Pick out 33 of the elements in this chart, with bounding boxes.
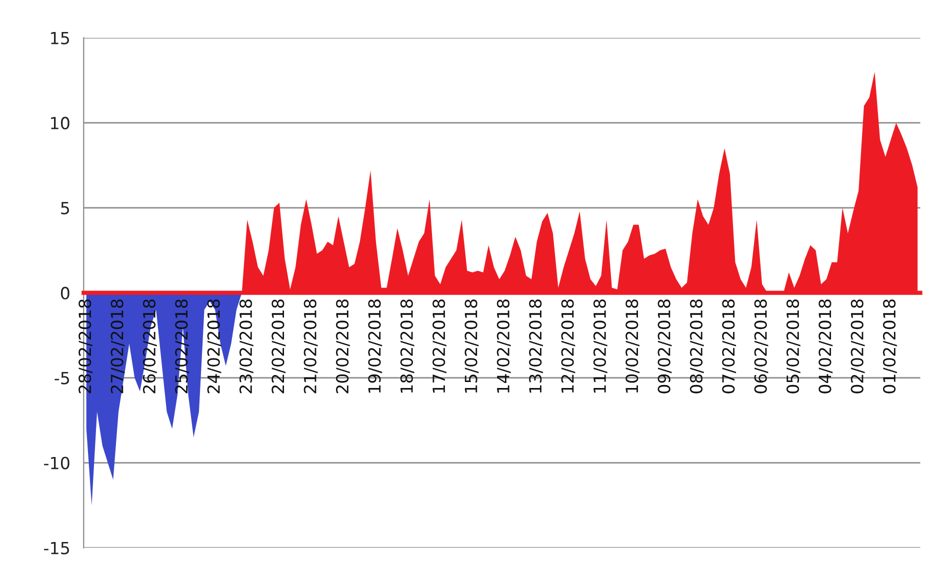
x-tick-label: 26/02/2018 bbox=[142, 300, 157, 394]
y-tick-label: 0 bbox=[60, 286, 70, 300]
x-tick-label: 18/02/2018 bbox=[400, 300, 414, 393]
x-tick-label: 24/02/2018 bbox=[207, 300, 222, 394]
x-tick-label: 22/02/2018 bbox=[272, 300, 286, 394]
x-tick-label: 17/02/2018 bbox=[432, 300, 446, 393]
x-tick-label: 14/02/2018 bbox=[496, 300, 511, 393]
x-tick-label: 01/02/2018 bbox=[882, 300, 897, 394]
y-tick-label: 15 bbox=[51, 32, 70, 44]
x-tick-label: 23/02/2018 bbox=[239, 300, 254, 394]
x-tick-label: 20/02/2018 bbox=[336, 300, 350, 394]
x-tick-label: 25/02/2018 bbox=[175, 300, 190, 394]
x-tick-label: 02/02/2018 bbox=[850, 300, 865, 394]
x-tick-label: 13/02/2018 bbox=[529, 300, 543, 393]
x-tick-label: 08/02/2018 bbox=[690, 300, 704, 394]
x-tick-label: 05/02/2018 bbox=[786, 300, 800, 394]
x-tick-label: 06/02/2018 bbox=[754, 300, 768, 394]
y-tick-label: 10 bbox=[51, 116, 70, 130]
x-tick-label: 07/02/2018 bbox=[722, 300, 736, 394]
x-tick-label: 09/02/2018 bbox=[658, 300, 672, 394]
x-tick-label: 04/02/2018 bbox=[818, 300, 833, 394]
y-tick-label: 5 bbox=[61, 202, 70, 214]
x-tick-label: 15/02/2018 bbox=[464, 300, 479, 393]
x-tick-label: 19/02/2018 bbox=[368, 300, 382, 393]
x-tick-label: 28/02/2018 bbox=[78, 300, 92, 394]
x-tick-label: 10/02/2018 bbox=[626, 300, 640, 393]
x-tick-label: 12/02/2018 bbox=[561, 300, 576, 393]
x-tick-label: 27/02/2018 bbox=[110, 300, 125, 394]
x-tick-label: 21/02/2018 bbox=[304, 300, 318, 394]
y-tick-label: -10 bbox=[44, 456, 70, 470]
x-tick-label: 11/02/2018 bbox=[593, 300, 608, 393]
y-tick-label: -5 bbox=[54, 372, 70, 384]
y-tick-label: -15 bbox=[44, 542, 70, 554]
